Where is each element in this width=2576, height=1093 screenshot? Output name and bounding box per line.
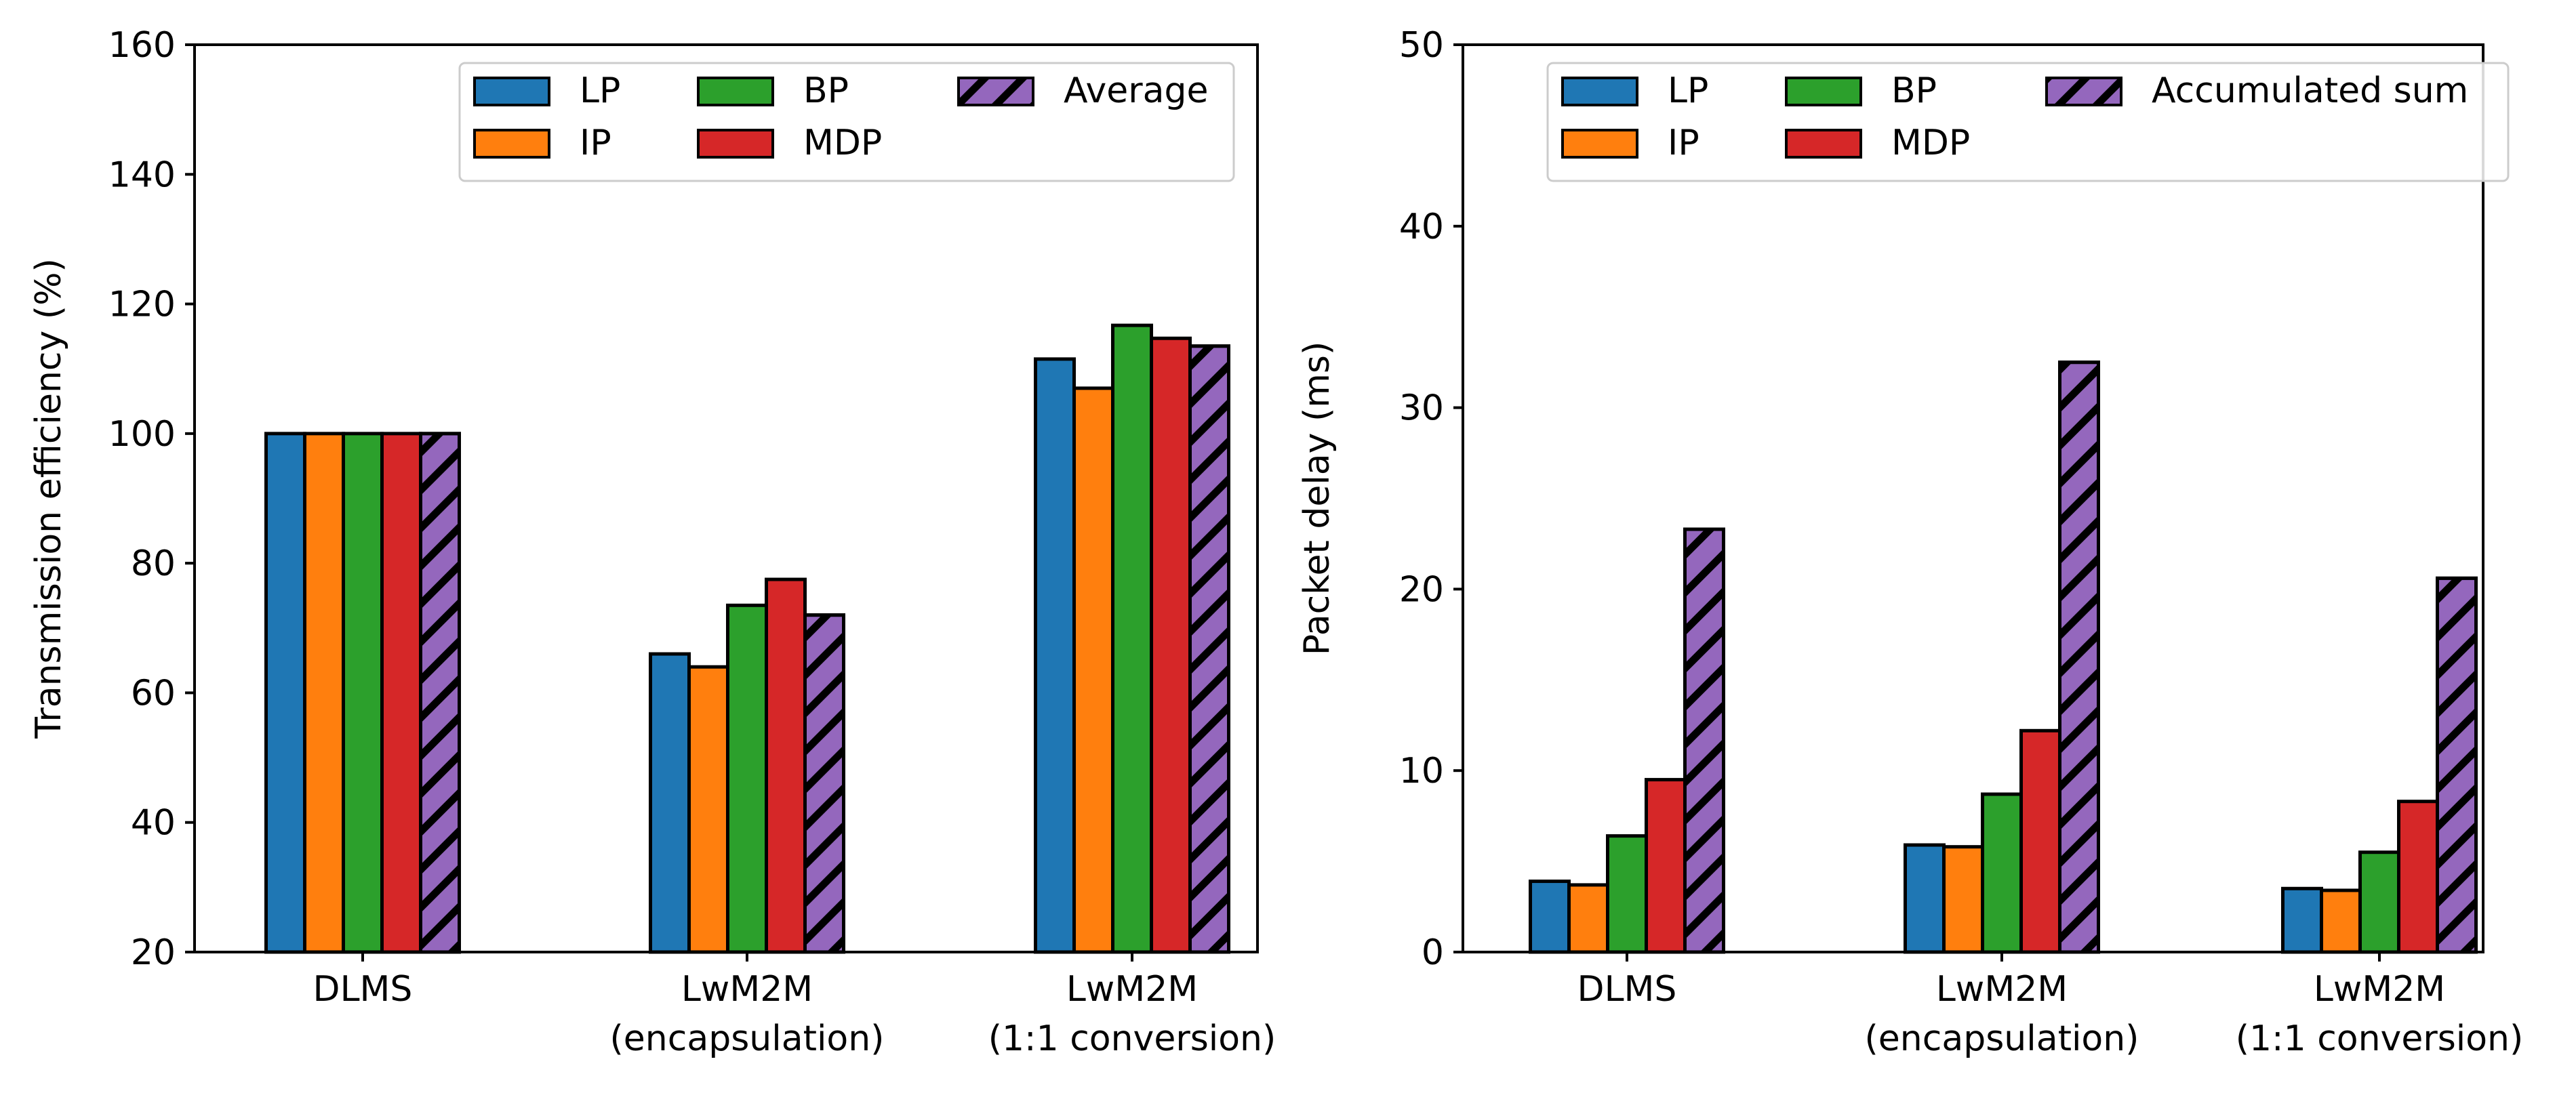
efficiency-bar-bp-1 [342, 432, 384, 954]
efficiency-legend-swatch-mdp [697, 129, 774, 159]
delay-legend-label-ip: IP [1668, 123, 1699, 163]
delay-bar-hatch-1 [1683, 527, 1725, 954]
delay-bar-lp-3 [2281, 886, 2323, 954]
efficiency-legend-label-bp: BP [803, 70, 849, 111]
delay-bar-ip-1 [1567, 883, 1609, 954]
efficiency-x-tick-label-3-2: (1:1 conversion) [988, 1018, 1276, 1059]
delay-y-axis-title: Packet delay (ms) [1297, 342, 1337, 656]
efficiency-legend-swatch-bp [697, 77, 774, 106]
delay-legend-swatch-hatch [2045, 77, 2122, 106]
delay-legend-swatch-mdp [1785, 129, 1862, 159]
efficiency-bar-lp-3 [1034, 357, 1076, 954]
efficiency-y-tick-label-20: 20 [131, 932, 176, 973]
efficiency-bar-lp-1 [264, 432, 306, 954]
efficiency-y-tick-label-120: 120 [108, 285, 176, 325]
delay-y-tick-label-20: 20 [1399, 569, 1444, 610]
delay-legend-label-accumulated-sum: Accumulated sum [2152, 70, 2468, 111]
delay-legend-label-bp: BP [1891, 70, 1937, 111]
efficiency-bar-mdp-3 [1150, 336, 1192, 954]
delay-bar-hatch-2 [2058, 360, 2100, 954]
efficiency-legend-label-ip: IP [580, 123, 611, 163]
efficiency-bar-ip-2 [687, 665, 729, 954]
efficiency-legend-label-lp: LP [580, 70, 620, 111]
efficiency-x-tick-label-2-2: (encapsulation) [610, 1018, 885, 1059]
delay-x-tick-label-2-1: LwM2M [1936, 969, 2068, 1010]
efficiency-y-tick-label-40: 40 [131, 803, 176, 844]
delay-legend-label-lp: LP [1668, 70, 1708, 111]
delay-bar-ip-3 [2320, 888, 2362, 954]
efficiency-bar-ip-1 [303, 432, 345, 954]
transmission-efficiency-chart: 20 40 60 80 100 120 140 160 DLMS LwM2M (encapsulat… [28, 25, 1276, 1059]
delay-legend-label-mdp: MDP [1891, 123, 1970, 163]
delay-bar-lp-2 [1904, 843, 1946, 954]
delay-bar-bp-2 [1981, 792, 2023, 954]
delay-bar-ip-2 [1942, 845, 1984, 954]
efficiency-legend-label-average: Average [1064, 70, 1209, 111]
delay-bar-bp-1 [1606, 834, 1648, 954]
delay-legend-swatch-lp [1561, 77, 1638, 106]
delay-y-tick-label-50: 50 [1399, 25, 1444, 66]
efficiency-x-tick-label-1-1: DLMS [313, 969, 413, 1010]
efficiency-axes-frame [193, 43, 1259, 953]
delay-legend-swatch-ip [1561, 129, 1638, 159]
efficiency-x-tick-label-3-1: LwM2M [1066, 969, 1198, 1010]
delay-bar-lp-1 [1529, 880, 1571, 954]
delay-legend-swatch-bp [1785, 77, 1862, 106]
delay-x-tick-label-3-2: (1:1 conversion) [2236, 1018, 2524, 1059]
delay-x-tick-label-3-1: LwM2M [2314, 969, 2445, 1010]
efficiency-legend-box [458, 62, 1235, 182]
delay-y-tick-label-0: 0 [1422, 932, 1444, 973]
delay-y-tick-label-40: 40 [1399, 207, 1444, 247]
efficiency-legend-swatch-lp [473, 77, 550, 106]
delay-bar-mdp-3 [2397, 800, 2439, 954]
efficiency-y-tick-label-100: 100 [108, 414, 176, 455]
efficiency-bar-mdp-1 [380, 432, 422, 954]
delay-bar-hatch-3 [2436, 576, 2478, 954]
efficiency-bar-ip-3 [1072, 386, 1114, 954]
efficiency-legend-swatch-ip [473, 129, 550, 159]
efficiency-bar-hatch-1 [419, 432, 461, 954]
efficiency-bar-mdp-2 [765, 577, 807, 954]
packet-delay-chart: 0 10 20 30 40 50 DLMS LwM2M (encapsulation) LwM2M… [1297, 25, 2523, 1059]
efficiency-legend-label-mdp: MDP [803, 123, 882, 163]
efficiency-y-axis-title: Transmission efficiency (%) [28, 258, 69, 739]
delay-x-tick-label-2-2: (encapsulation) [1865, 1018, 2139, 1059]
delay-bar-mdp-2 [2019, 728, 2061, 954]
efficiency-bar-bp-3 [1111, 323, 1153, 954]
efficiency-y-tick-label-160: 160 [108, 25, 176, 66]
delay-x-tick-label-1-1: DLMS [1577, 969, 1677, 1010]
efficiency-y-tick-label-80: 80 [131, 543, 176, 584]
delay-bar-bp-3 [2358, 850, 2400, 954]
efficiency-bar-hatch-3 [1188, 344, 1230, 954]
efficiency-bar-lp-2 [649, 652, 691, 954]
efficiency-x-tick-label-2-1: LwM2M [681, 969, 813, 1010]
delay-y-tick-label-30: 30 [1399, 388, 1444, 429]
delay-bar-mdp-1 [1645, 778, 1687, 954]
efficiency-bar-bp-2 [726, 603, 768, 954]
efficiency-bar-hatch-2 [803, 613, 845, 954]
efficiency-y-tick-label-140: 140 [108, 154, 176, 195]
efficiency-y-tick-label-60: 60 [131, 673, 176, 714]
delay-axes-frame [1462, 43, 2484, 953]
delay-y-tick-label-10: 10 [1399, 751, 1444, 791]
efficiency-legend-swatch-hatch [957, 77, 1034, 106]
